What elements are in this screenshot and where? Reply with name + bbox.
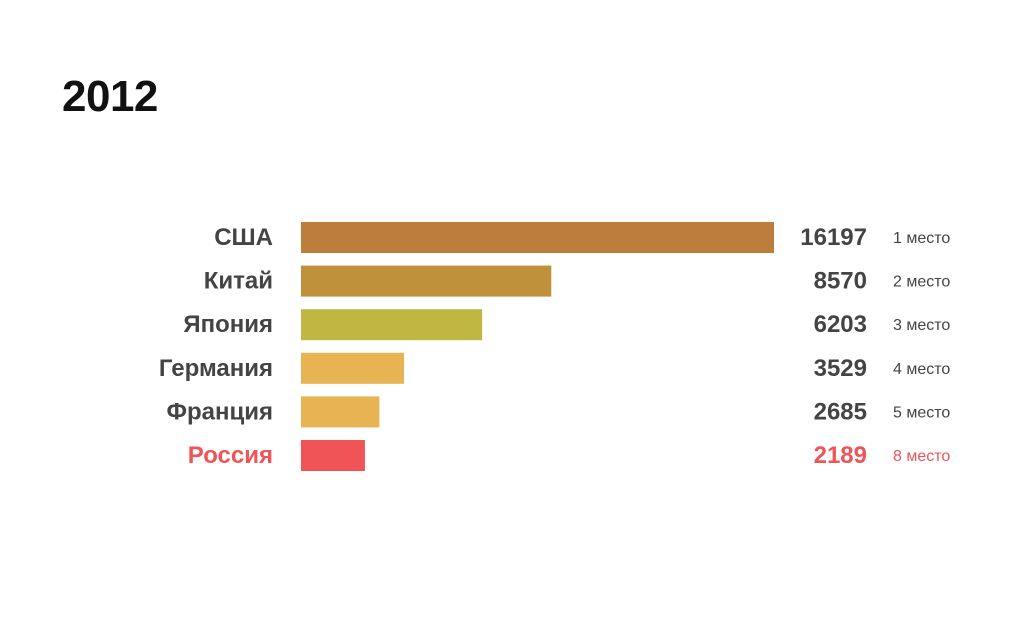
- rank-label: 4 место: [893, 361, 950, 378]
- rank-label: 8 место: [893, 448, 950, 465]
- bar-4: [301, 396, 380, 428]
- rank-label: 3 место: [893, 317, 950, 334]
- value-label: 16197: [800, 224, 867, 251]
- bar-1: [301, 265, 552, 297]
- bar-2: [301, 309, 483, 341]
- year-title: 2012: [62, 72, 158, 121]
- bar-3: [301, 352, 405, 384]
- value-label: 3529: [814, 355, 867, 382]
- category-label: Китай: [204, 268, 273, 295]
- category-label: США: [214, 224, 273, 251]
- rank-label: 1 место: [893, 230, 950, 247]
- bar-5: [301, 440, 365, 471]
- value-label: 2685: [814, 398, 867, 425]
- bar-0: [301, 222, 774, 253]
- rank-label: 5 место: [893, 404, 950, 421]
- value-label: 8570: [814, 268, 867, 295]
- category-label: Германия: [159, 355, 273, 382]
- value-label: 6203: [814, 311, 867, 338]
- category-label: Франция: [167, 398, 274, 425]
- category-label: Япония: [183, 311, 273, 338]
- value-label: 2189: [814, 442, 867, 469]
- rank-label: 2 место: [893, 274, 950, 291]
- category-label: Россия: [188, 442, 273, 469]
